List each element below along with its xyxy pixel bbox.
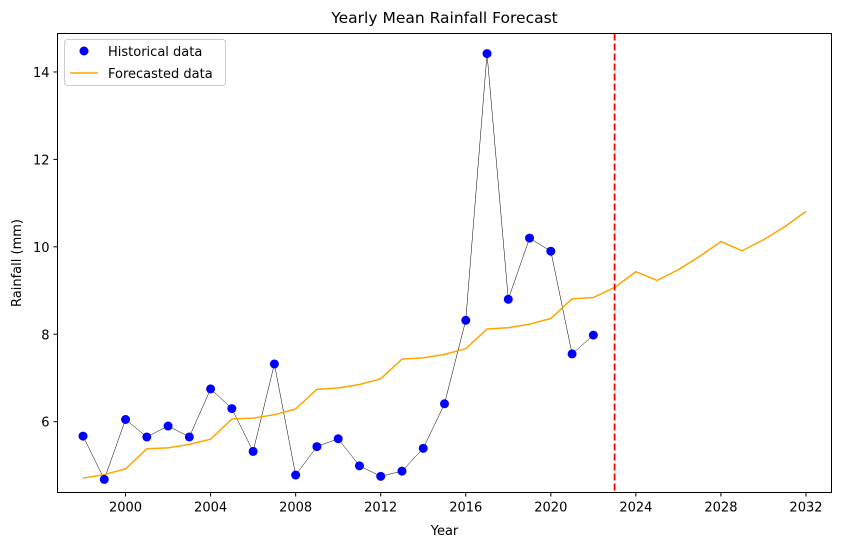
y-tick-label-8: 8 — [41, 328, 49, 343]
x-tick-label-2032: 2032 — [789, 501, 822, 516]
axes-frame — [57, 33, 832, 493]
historical-point-2000 — [121, 414, 131, 424]
historical-point-2004 — [206, 384, 216, 394]
historical-point-2007 — [269, 359, 279, 369]
y-tick-label-12: 12 — [33, 153, 50, 168]
legend-label-forecast: Forecasted data — [108, 67, 213, 82]
x-tick-label-2008: 2008 — [279, 501, 312, 516]
y-tick-label-14: 14 — [33, 66, 50, 81]
legend: Historical data Forecasted data — [64, 39, 226, 86]
historical-point-2002 — [163, 421, 173, 431]
x-tick-label-2020: 2020 — [534, 501, 567, 516]
x-tick-label-2028: 2028 — [704, 501, 737, 516]
historical-point-2019 — [525, 233, 535, 243]
historical-point-2011 — [354, 461, 364, 471]
y-tick-label-10: 10 — [33, 241, 50, 256]
y-axis-label: Rainfall (mm) — [10, 219, 25, 307]
historical-point-2022 — [588, 330, 598, 340]
historical-point-2009 — [312, 442, 322, 452]
historical-point-2006 — [248, 446, 258, 456]
x-tick-label-2016: 2016 — [449, 501, 482, 516]
legend-box — [64, 39, 226, 86]
historical-point-2014 — [418, 443, 428, 453]
y-axis: 6 8 10 12 14 — [33, 66, 58, 431]
historical-point-2021 — [567, 349, 577, 359]
x-tick-label-2012: 2012 — [364, 501, 397, 516]
historical-point-2016 — [461, 315, 471, 325]
historical-point-2008 — [291, 470, 301, 480]
historical-point-2003 — [184, 432, 194, 442]
historical-point-1999 — [99, 474, 109, 484]
historical-point-2017 — [482, 49, 492, 59]
forecast-line — [82, 210, 807, 479]
plot-area — [78, 33, 807, 493]
x-axis-label: Year — [430, 524, 459, 539]
historical-point-2015 — [440, 399, 449, 409]
historical-point-2010 — [333, 434, 343, 444]
x-tick-label-2004: 2004 — [194, 501, 227, 516]
x-axis: 2000 2004 2008 2012 2016 2020 2024 2028 2032 — [109, 492, 823, 516]
historical-point-2013 — [397, 466, 407, 476]
historical-point-2018 — [503, 294, 513, 304]
x-tick-label-2024: 2024 — [619, 501, 652, 516]
chart-title: Yearly Mean Rainfall Forecast — [330, 9, 558, 27]
legend-marker-historical — [79, 46, 89, 56]
historical-point-2020 — [546, 246, 556, 256]
y-tick-label-6: 6 — [41, 416, 49, 431]
historical-point-2012 — [376, 471, 386, 481]
historical-point-2005 — [227, 404, 237, 414]
historical-point-2001 — [142, 432, 152, 442]
legend-label-historical: Historical data — [108, 45, 202, 60]
x-tick-label-2000: 2000 — [109, 501, 142, 516]
historical-point-1998 — [78, 431, 88, 441]
